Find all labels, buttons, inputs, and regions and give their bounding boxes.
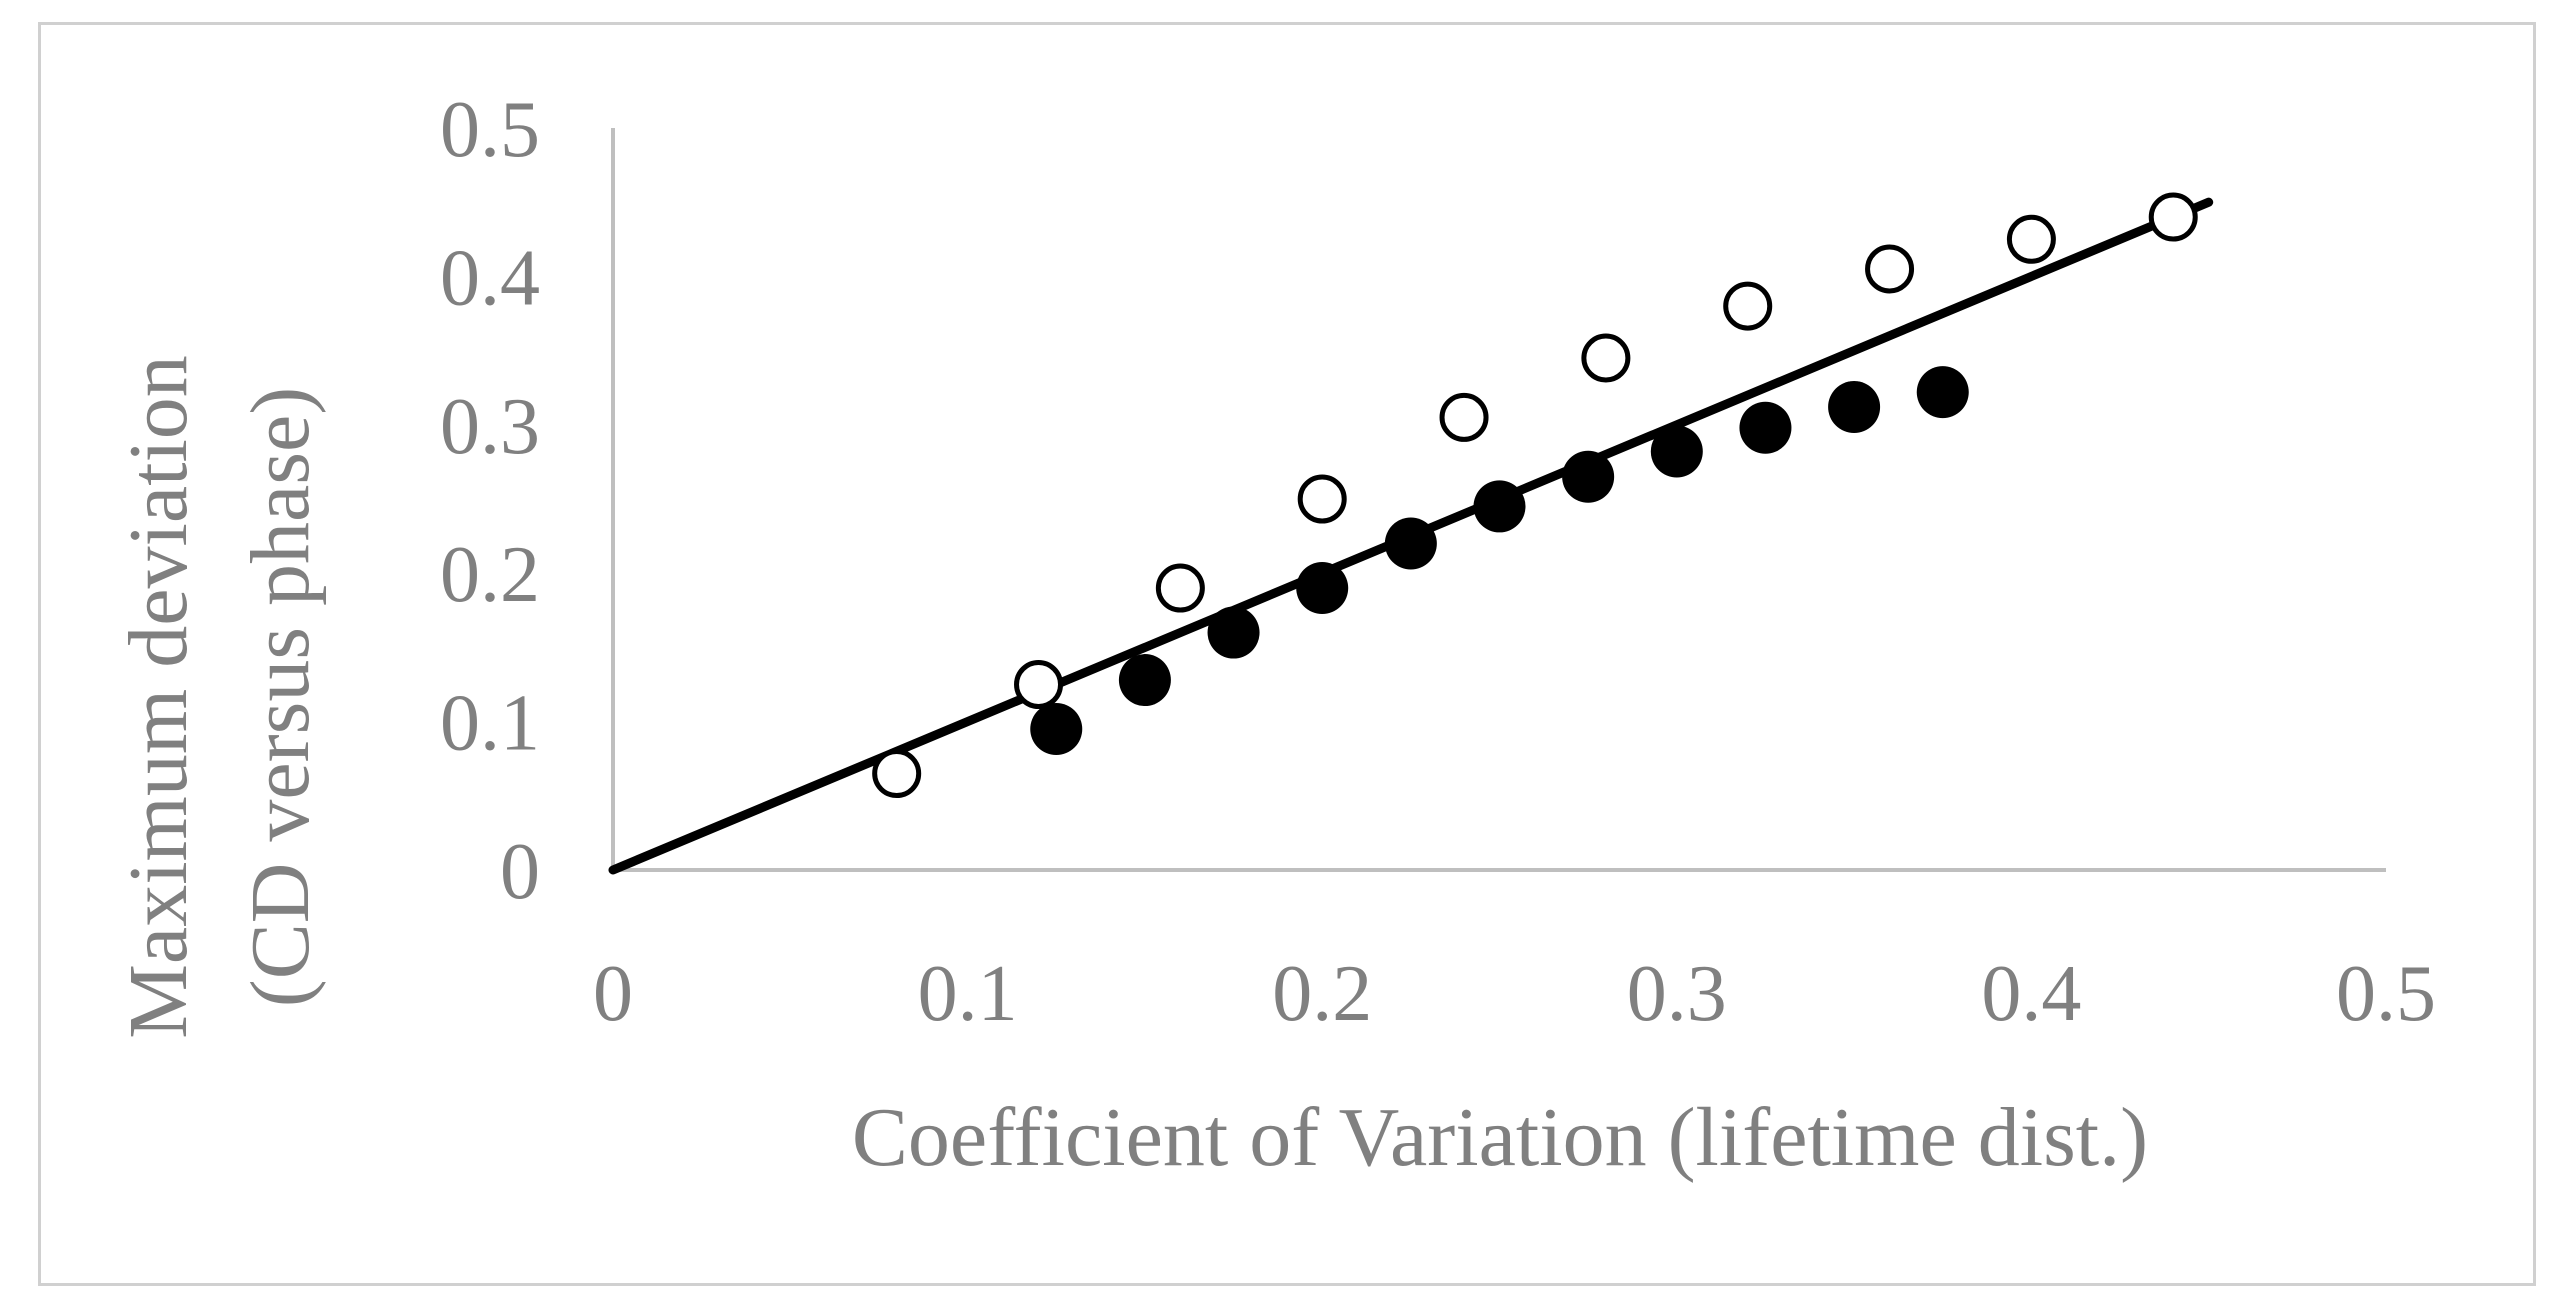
- open-circle-point: [2006, 214, 2056, 264]
- filled-circle-point: [1118, 654, 1171, 707]
- open-circle-point: [1439, 392, 1489, 442]
- chart-frame: [38, 22, 2536, 1286]
- filled-circle-point: [1030, 703, 1083, 756]
- y-axis-title: Maximum deviation (CD versus phase): [112, 355, 327, 1039]
- filled-circle-point: [1473, 480, 1526, 533]
- y-tick-label: 0.4: [440, 234, 540, 322]
- open-circle-point: [1723, 281, 1773, 331]
- open-circle-point: [1014, 660, 1064, 709]
- x-tick-label: 0.1: [918, 950, 1018, 1038]
- x-tick-label: 0.3: [1627, 950, 1727, 1038]
- filled-circle-point: [1296, 562, 1349, 615]
- filled-circle-point: [1828, 380, 1881, 433]
- open-circle-point: [1581, 333, 1631, 383]
- filled-circle-point: [1650, 425, 1703, 478]
- open-circle-point: [1865, 244, 1915, 294]
- axes: [611, 128, 2386, 872]
- data-points: [872, 192, 2198, 799]
- filled-circle-point: [1916, 366, 1969, 419]
- x-tick-label: 0: [593, 950, 633, 1038]
- y-tick-label: 0.3: [440, 383, 540, 471]
- y-tick-label: 0.1: [440, 680, 540, 768]
- x-tick-label: 0.2: [1272, 950, 1372, 1038]
- y-tick-label: 0.5: [440, 86, 540, 174]
- x-tick-label: 0.4: [1981, 950, 2081, 1038]
- filled-circle-point: [1384, 517, 1437, 570]
- x-axis-title: Coefficient of Variation (lifetime dist.…: [852, 1091, 2148, 1184]
- open-circle-point: [2148, 192, 2198, 242]
- filled-circle-point: [1562, 450, 1615, 503]
- y-axis-title-line-1: Maximum deviation: [112, 355, 205, 1039]
- open-circle-point: [1155, 563, 1205, 613]
- y-tick-labels: 0 0.1 0.2 0.3 0.4 0.5: [440, 86, 540, 916]
- filled-circle-point: [1207, 606, 1260, 659]
- y-tick-label: 0: [500, 828, 540, 916]
- y-axis-title-line-2: (CD versus phase): [234, 387, 327, 1008]
- open-circle-point: [1297, 474, 1347, 524]
- y-tick-label: 0.2: [440, 531, 540, 619]
- x-tick-labels: 0 0.1 0.2 0.3 0.4 0.5: [593, 950, 2436, 1038]
- filled-circle-point: [1739, 401, 1792, 454]
- x-tick-label: 0.5: [2336, 950, 2436, 1038]
- open-circle-point: [872, 749, 922, 799]
